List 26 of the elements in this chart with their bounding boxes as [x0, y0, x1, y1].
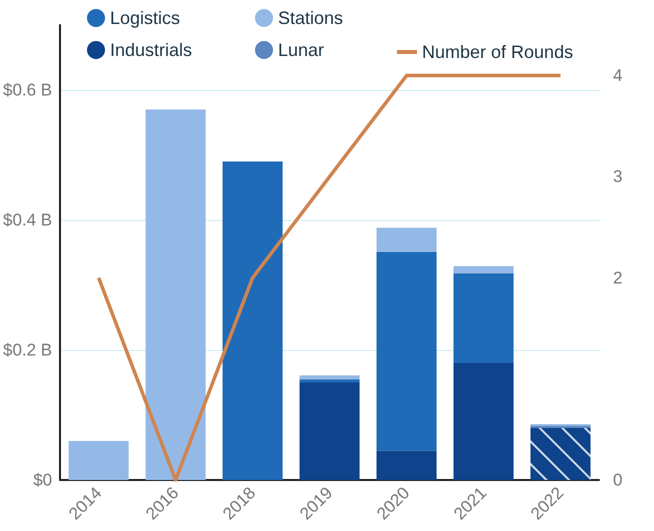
bar [376, 228, 437, 252]
legend-label: Stations [278, 8, 344, 28]
legend-label: Industrials [110, 40, 192, 60]
bar [454, 363, 514, 480]
legend-label: Lunar [278, 40, 324, 60]
y2-tick-label: 2 [613, 268, 622, 288]
bar [454, 266, 514, 274]
legend-label: Logistics [110, 8, 180, 28]
bar [300, 379, 360, 382]
bar [300, 382, 360, 480]
y-tick-label: $0 [33, 470, 52, 490]
bar [222, 162, 283, 480]
y2-tick-label: 4 [613, 66, 622, 86]
bar [146, 110, 206, 480]
bar [454, 273, 514, 363]
line-series [96, 74, 562, 482]
y2-tick-label: 3 [613, 167, 622, 186]
y-tick-label: $0.4 B [2, 210, 52, 230]
y2-tick-label: 0 [613, 470, 622, 490]
y-tick-label: $0.2 B [2, 340, 52, 360]
y-tick-label: $0.6 B [2, 80, 52, 100]
legend-label: Number of Rounds [422, 42, 574, 62]
bar [376, 450, 437, 480]
bar [376, 252, 437, 451]
bar [68, 441, 129, 480]
bar [300, 375, 360, 380]
